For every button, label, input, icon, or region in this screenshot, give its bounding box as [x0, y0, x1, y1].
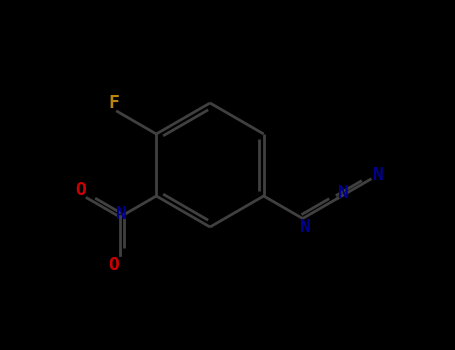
- Text: O: O: [76, 181, 86, 199]
- Text: F: F: [108, 94, 119, 112]
- Text: O: O: [108, 256, 119, 274]
- Text: N: N: [338, 183, 349, 202]
- Text: N: N: [373, 166, 384, 183]
- Text: N: N: [116, 205, 127, 223]
- Text: N: N: [300, 217, 311, 236]
